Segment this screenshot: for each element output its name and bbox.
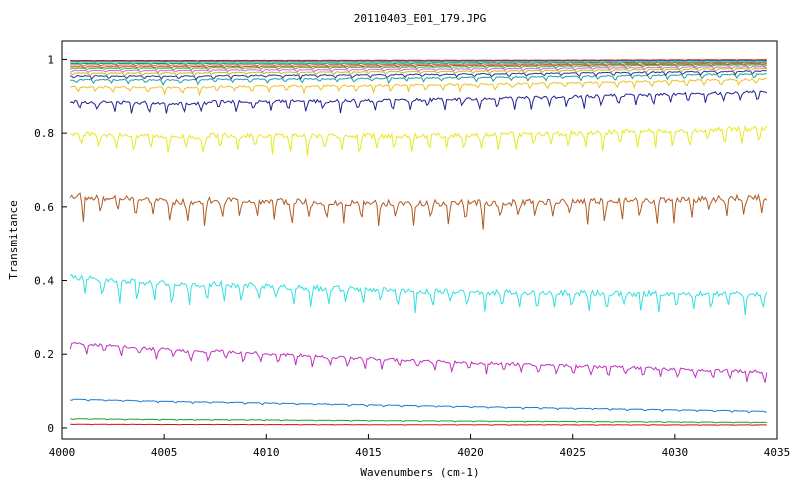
y-axis-label: Transmitance [7, 200, 20, 279]
series-line [69, 192, 768, 230]
series-line [69, 90, 768, 114]
y-tick-label: 0 [47, 422, 54, 435]
series-line [70, 124, 768, 156]
x-tick-label: 4015 [355, 446, 382, 459]
y-tick-label: 0.6 [34, 201, 54, 214]
series-line [70, 418, 767, 424]
series-line [70, 69, 767, 81]
x-tick-label: 4010 [253, 446, 280, 459]
series-line [70, 63, 767, 69]
x-tick-label: 4035 [764, 446, 791, 459]
series-line [70, 59, 767, 62]
series-line [70, 59, 767, 63]
y-tick-label: 0.4 [34, 275, 54, 288]
x-tick-label: 4000 [49, 446, 76, 459]
series-line [70, 398, 767, 414]
series-line [70, 65, 768, 74]
y-tick-label: 1 [47, 53, 54, 66]
series-line [69, 273, 768, 316]
x-tick-label: 4030 [662, 446, 689, 459]
series-line [70, 423, 767, 426]
series-line [69, 341, 768, 383]
x-tick-label: 4020 [457, 446, 484, 459]
chart-title: 20110403_E01_179.JPG [354, 12, 486, 25]
series-line [70, 62, 767, 67]
y-tick-label: 0.8 [34, 127, 54, 140]
series-line [70, 72, 767, 87]
y-tick-label: 0.2 [34, 348, 54, 361]
series-line [69, 77, 767, 97]
x-tick-label: 4025 [559, 446, 586, 459]
axis-layer: 4000 4005 4010 4015 4020 4025 4030 4035 0 0.2 0.4 0… [34, 53, 790, 459]
x-tick-label: 4005 [151, 446, 178, 459]
plot-frame [61, 40, 778, 440]
series-line [70, 60, 767, 64]
series-layer [69, 59, 768, 426]
series-line [69, 64, 768, 71]
series-line [70, 61, 767, 65]
x-axis-label: Wavenumbers (cm-1) [360, 466, 479, 479]
